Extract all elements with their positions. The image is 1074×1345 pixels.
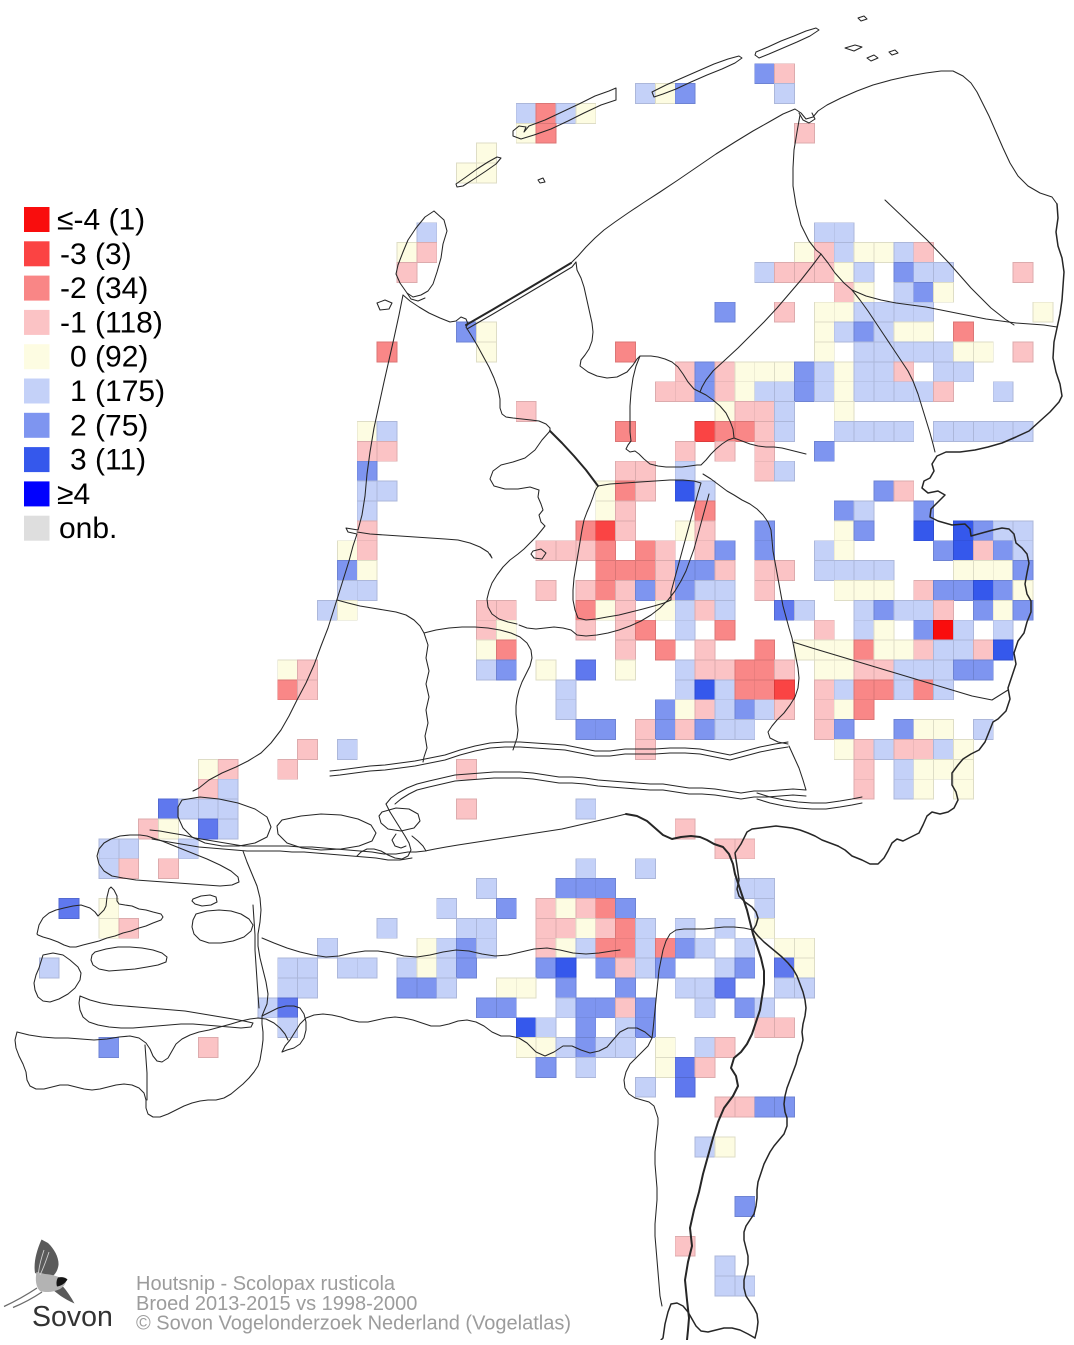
svg-text:-2 (34): -2 (34) bbox=[60, 272, 148, 305]
svg-text:Houtsnip - Scolopax rusticola: Houtsnip - Scolopax rusticola bbox=[136, 1273, 396, 1295]
svg-text:≤-4 (1): ≤-4 (1) bbox=[57, 204, 145, 237]
svg-text:Broed 2013-2015 vs 1998-2000: Broed 2013-2015 vs 1998-2000 bbox=[136, 1293, 417, 1315]
svg-text:3 (11): 3 (11) bbox=[70, 444, 146, 477]
svg-text:2 (75): 2 (75) bbox=[70, 409, 148, 442]
svg-text:Sovon: Sovon bbox=[32, 1301, 113, 1333]
svg-text:© Sovon Vogelonderzoek Nederla: © Sovon Vogelonderzoek Nederland (Vogela… bbox=[136, 1313, 571, 1335]
svg-text:-3 (3): -3 (3) bbox=[60, 238, 132, 271]
svg-text:1 (175): 1 (175) bbox=[70, 375, 165, 408]
svg-text:-1 (118): -1 (118) bbox=[60, 306, 163, 339]
svg-text:onb.: onb. bbox=[59, 512, 117, 545]
svg-text:0 (92): 0 (92) bbox=[70, 341, 148, 374]
svg-text:≥4: ≥4 bbox=[57, 478, 90, 511]
